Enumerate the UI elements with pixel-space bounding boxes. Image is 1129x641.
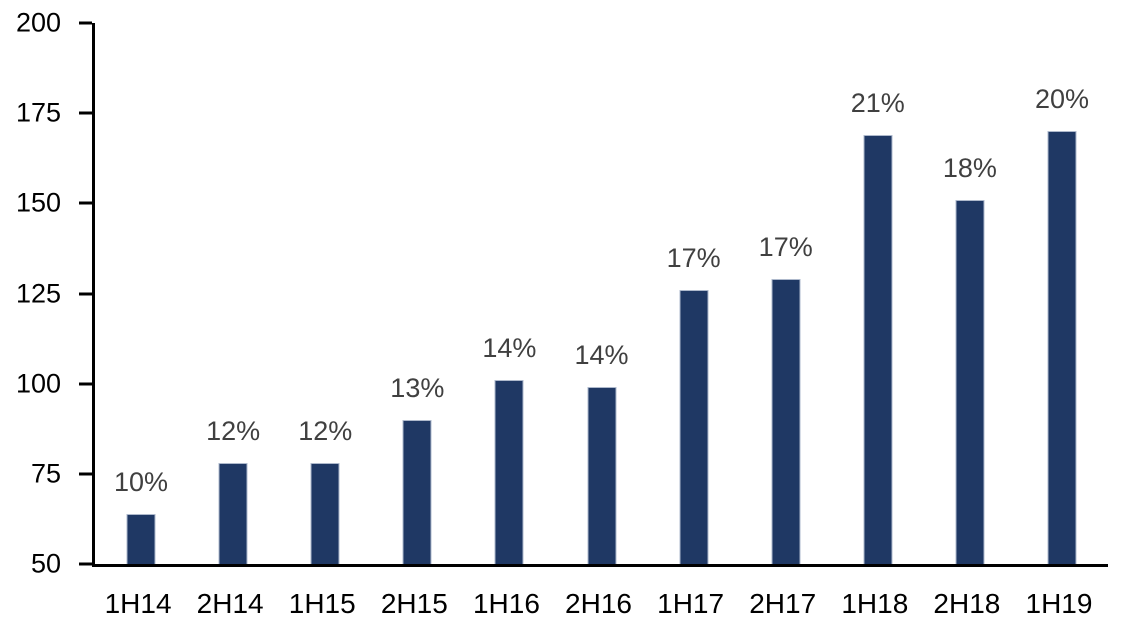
bar-slot-2H15: 13% <box>371 23 463 564</box>
y-tick <box>79 111 92 115</box>
bar-slot-1H16: 14% <box>463 23 555 564</box>
bar-slot-2H18: 18% <box>924 23 1016 564</box>
bar-1H17 <box>679 289 709 564</box>
bar-value-label: 21% <box>850 87 905 118</box>
bar-value-label: 12% <box>298 416 353 447</box>
x-tick-label: 1H14 <box>104 588 172 619</box>
x-tick-label: 1H16 <box>472 588 540 619</box>
bar-value-label: 20% <box>1034 84 1090 115</box>
bar-1H14 <box>126 513 156 564</box>
bar-1H15 <box>310 463 340 564</box>
bar-slot-1H14: 10% <box>95 23 187 564</box>
bar-value-label: 13% <box>390 372 445 403</box>
x-tick-label: 2H15 <box>380 588 448 619</box>
x-tick-label: 1H15 <box>288 588 356 619</box>
bar-value-label: 14% <box>482 333 537 364</box>
y-tick <box>79 292 92 295</box>
bar-slot-2H17: 17% <box>740 23 832 564</box>
bar-2H18 <box>955 199 985 564</box>
y-tick-label: 200 <box>15 7 61 38</box>
x-tick-label: 2H17 <box>749 588 817 619</box>
x-tick-label: 2H18 <box>933 588 1001 619</box>
x-axis-labels: 1H14 2H14 1H15 2H15 1H16 2H16 1H17 2H17 1H18 2H18… <box>92 590 1105 618</box>
y-tick-label: 175 <box>15 97 61 128</box>
bar-2H14 <box>218 463 248 564</box>
y-tick-label: 125 <box>15 278 61 308</box>
bar-1H19 <box>1047 131 1077 564</box>
bar-value-label: 17% <box>758 232 813 263</box>
y-tick <box>79 21 92 25</box>
bar-1H18 <box>863 134 893 564</box>
bar-2H15 <box>402 419 432 564</box>
bar-slot-2H14: 12% <box>187 23 279 564</box>
bar-slot-1H17: 17% <box>648 23 740 564</box>
y-tick-label: 150 <box>15 187 61 218</box>
bar-value-label: 14% <box>574 340 629 371</box>
bar-slot-1H15: 12% <box>279 23 371 564</box>
x-tick-label: 1H17 <box>657 588 725 619</box>
bar-slot-1H19: 20% <box>1016 23 1108 564</box>
x-tick-label: 1H19 <box>1025 588 1093 619</box>
bar-slot-2H16: 14% <box>555 23 647 564</box>
bar-value-label: 17% <box>666 242 721 273</box>
y-tick-label: 75 <box>30 458 61 489</box>
y-tick <box>79 201 92 205</box>
bar-value-label: 10% <box>114 466 169 497</box>
bars-container: 10% 12% 12% 13% 14% 14% 17% 17% 21% 18% 20% <box>95 23 1108 564</box>
y-tick-label: 50 <box>30 548 61 579</box>
bar-1H16 <box>494 380 524 564</box>
bar-value-label: 12% <box>206 416 261 447</box>
y-tick <box>79 562 92 566</box>
y-tick-label: 100 <box>15 368 61 399</box>
bar-2H17 <box>771 279 801 564</box>
x-tick-label: 2H14 <box>196 588 264 619</box>
x-tick-label: 1H18 <box>841 588 909 619</box>
bar-value-label: 18% <box>942 152 997 183</box>
bar-slot-1H18: 21% <box>832 23 924 564</box>
x-tick-label: 2H16 <box>565 588 632 619</box>
bar-2H16 <box>587 387 617 564</box>
y-tick <box>79 472 92 476</box>
y-tick <box>79 382 92 386</box>
plot-area: 50 75 100 125 150 175 200 10% 12% 12% 13% 14% 14% 17… <box>16 9 1108 577</box>
